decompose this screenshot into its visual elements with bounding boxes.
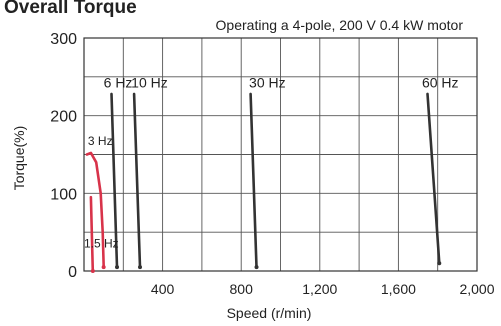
series-label: 60 Hz	[422, 75, 459, 91]
x-tick-label: 800	[230, 281, 254, 297]
plot-frame	[83, 37, 478, 272]
y-tick-label: 0	[68, 264, 77, 281]
series-line	[89, 195, 95, 273]
series-end-point	[437, 261, 442, 266]
y-tick-label: 300	[50, 31, 77, 48]
x-tick-labels: 400 800 1,200 1,600 2,000	[151, 281, 495, 297]
x-tick-label: 1,200	[302, 281, 337, 297]
series-line	[249, 92, 258, 269]
x-tick-label: 2,000	[459, 281, 494, 297]
x-tick-label: 1,600	[381, 281, 416, 297]
chart-subtitle: Operating a 4-pole, 200 V 0.4 kW motor	[216, 17, 464, 33]
series-label: 3 Hz	[88, 134, 113, 148]
series-line	[132, 92, 142, 269]
y-axis-label: Torque(%)	[11, 126, 27, 191]
series-end-point	[101, 265, 106, 270]
series-end-point	[115, 265, 120, 270]
y-tick-label: 100	[50, 186, 77, 203]
series-end-point	[254, 265, 259, 270]
chart-title: Overall Torque	[4, 0, 137, 18]
x-axis-label: Speed (r/min)	[227, 305, 312, 321]
series-line	[85, 151, 105, 269]
grid-lines	[84, 38, 477, 271]
series-end-point	[90, 269, 95, 273]
series-end-point	[138, 265, 143, 270]
series-label: 6 Hz	[104, 75, 133, 91]
x-tick-label: 400	[151, 281, 175, 297]
y-tick-label: 200	[50, 109, 77, 126]
series-line	[110, 92, 119, 269]
series-label: 30 Hz	[249, 75, 286, 91]
series-label: 1.5 Hz	[84, 237, 119, 251]
series-label: 10 Hz	[131, 75, 168, 91]
y-tick-labels: 0 100 200 300	[50, 31, 77, 281]
series-line	[426, 92, 441, 265]
series-lines	[85, 92, 442, 273]
